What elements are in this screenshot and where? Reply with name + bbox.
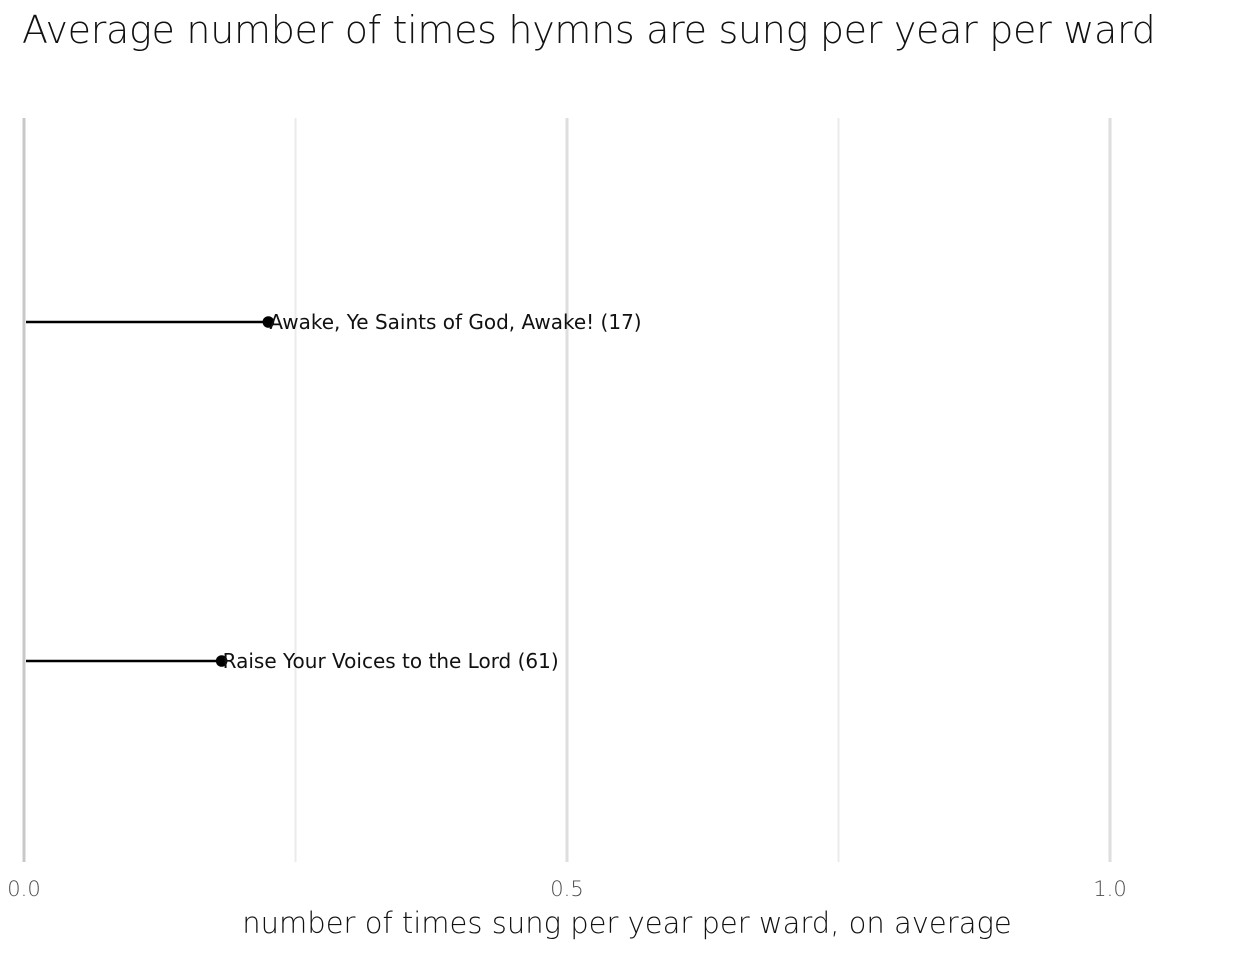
x-tick-label: 1.0 <box>1093 877 1126 901</box>
chart-title: Average number of times hymns are sung p… <box>22 8 1156 52</box>
marks-layer: Awake, Ye Saints of God, Awake! (17) Rais… <box>26 310 642 673</box>
lollipop-point <box>215 655 228 667</box>
lollipop-point <box>262 316 275 328</box>
point-label: Awake, Ye Saints of God, Awake! (17) <box>269 310 641 334</box>
x-tick-labels: 0.0 0.5 1.0 <box>7 877 1126 901</box>
x-tick-label: 0.5 <box>550 877 583 901</box>
grid-layer <box>22 118 1112 862</box>
lollipop-row: Awake, Ye Saints of God, Awake! (17) <box>26 310 642 334</box>
point-label: Raise Your Voices to the Lord (61) <box>223 649 559 673</box>
x-tick-label: 0.0 <box>7 877 40 901</box>
x-axis-title: number of times sung per year per ward, … <box>242 906 1011 940</box>
lollipop-row: Raise Your Voices to the Lord (61) <box>26 649 559 673</box>
